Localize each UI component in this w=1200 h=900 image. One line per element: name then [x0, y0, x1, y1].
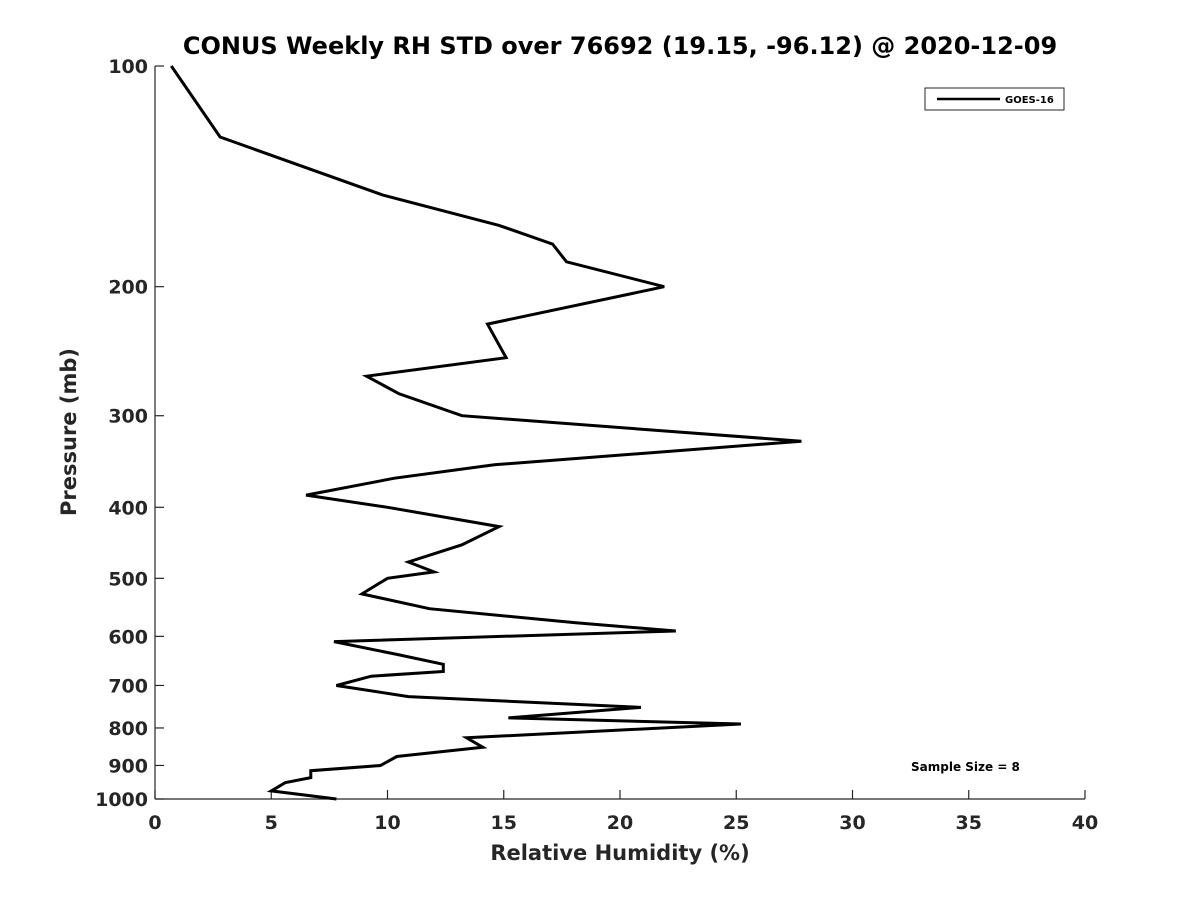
- x-tick-label: 25: [723, 812, 749, 834]
- series-line-goes16: [170, 65, 802, 801]
- x-tick-label: 15: [491, 812, 517, 834]
- y-tick-label: 100: [108, 56, 148, 78]
- y-tick-label: 700: [108, 675, 148, 697]
- x-tick-label: 40: [1072, 812, 1098, 834]
- x-tick-label: 10: [374, 812, 400, 834]
- y-tick-label: 500: [108, 568, 148, 590]
- y-tick-label: 900: [108, 755, 148, 777]
- sample-size-annotation: Sample Size = 8: [911, 760, 1020, 774]
- x-tick-label: 35: [956, 812, 982, 834]
- y-axis-label: Pressure (mb): [57, 348, 81, 516]
- y-tick-label: 300: [108, 406, 148, 428]
- y-tick-label: 1000: [95, 789, 148, 811]
- legend: GOES-16: [924, 87, 1065, 111]
- chart-title: CONUS Weekly RH STD over 76692 (19.15, -…: [183, 32, 1057, 60]
- series-layer: [170, 65, 802, 801]
- y-tick-label: 600: [108, 626, 148, 648]
- y-tick-label: 800: [108, 718, 148, 740]
- x-tick-label: 20: [607, 812, 633, 834]
- legend-label-goes16: GOES-16: [1005, 95, 1054, 106]
- x-tick-label: 0: [148, 812, 161, 834]
- x-axis-label: Relative Humidity (%): [490, 841, 749, 865]
- x-ticks: 0 5 10 15 20 25 30 35 40: [148, 790, 1098, 834]
- x-tick-label: 5: [265, 812, 278, 834]
- x-tick-label: 30: [839, 812, 865, 834]
- y-ticks: 100 200 300 400 500 600 700 800 900 1000: [95, 56, 164, 811]
- y-tick-label: 400: [108, 497, 148, 519]
- axes: [154, 66, 1085, 800]
- y-tick-label: 200: [108, 277, 148, 299]
